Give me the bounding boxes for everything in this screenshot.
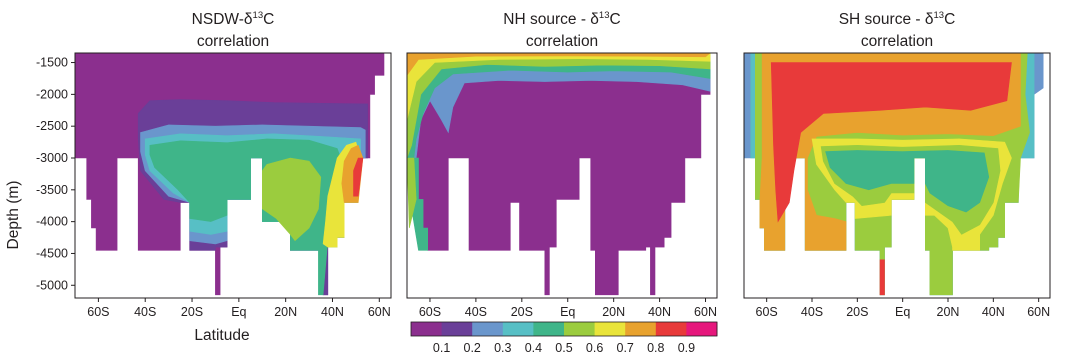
contour-region-0.6 [407, 53, 711, 159]
contour-region-0.3 [407, 53, 711, 159]
x-tick-label: 60N [1027, 305, 1050, 319]
x-tick-label: 40N [648, 305, 671, 319]
colorbar-swatch [594, 322, 626, 336]
x-tick-label: 60S [419, 305, 441, 319]
contour-region-0.6 [407, 157, 417, 229]
panel-title-line2: correlation [526, 33, 598, 50]
colorbar-tick-label: 0.8 [647, 341, 664, 355]
colorbar-swatch [625, 322, 657, 336]
x-tick-label: 60N [694, 305, 717, 319]
panel-title-line2: correlation [861, 33, 933, 50]
y-tick-label: -4000 [36, 215, 68, 229]
panel-frame [74, 52, 392, 299]
colorbar-tick-label: 0.7 [617, 341, 634, 355]
colorbar-frame [410, 321, 718, 337]
contour-region-0.9 [770, 62, 1012, 223]
y-tick-label: -2000 [36, 87, 68, 101]
y-axis-label: Depth (m) [5, 181, 22, 250]
panel-title-end: C [610, 11, 621, 28]
panel-title-end: C [263, 11, 274, 28]
x-tick-label: 20N [937, 305, 960, 319]
colorbar: 0.1 0.2 0.3 0.4 0.5 0.6 0.7 0.8 0.9 [410, 321, 718, 355]
y-tick-label: -2500 [36, 119, 68, 133]
colorbar-swatch [655, 322, 687, 336]
panel-frame [743, 52, 1051, 299]
x-tick-label: 40S [134, 305, 156, 319]
contour-region-0.9 [353, 157, 364, 197]
x-tick-label: Eq [231, 305, 246, 319]
x-tick-label: 60N [368, 305, 391, 319]
colorbar-tick-label: 0.4 [525, 341, 542, 355]
panel-title-text: SH source - δ [839, 11, 934, 28]
contour-region-0.1 [407, 53, 711, 296]
colorbar-swatch [411, 322, 443, 336]
colorbar-tick-label: 0.9 [678, 341, 695, 355]
colorbar-tick-label: 0.3 [494, 341, 511, 355]
x-axis-label: Latitude [194, 327, 249, 344]
colorbar-tick-label: 0.5 [555, 341, 572, 355]
y-tick-label: -3500 [36, 183, 68, 197]
panel-title: SH source - δ13C [839, 10, 956, 28]
colorbar-tick-label: 0.1 [433, 341, 450, 355]
x-tick-label: 20S [181, 305, 203, 319]
colorbar-swatch [441, 322, 473, 336]
contour-region-0.6 [261, 157, 322, 242]
colorbar-swatch [686, 322, 718, 336]
contour-region-0.7 [407, 53, 711, 120]
y-tick-label: -3000 [36, 151, 68, 165]
x-tick-label: 20S [511, 305, 533, 319]
panel-title: NH source - δ13C [503, 10, 620, 28]
panel-title-superscript: 13 [933, 10, 944, 21]
panel-title-superscript: 13 [253, 10, 264, 21]
colorbar-swatch [564, 322, 596, 336]
y-tick-label: -1500 [36, 56, 68, 70]
contour-region-0.8 [407, 53, 711, 76]
x-tick-label: Eq [895, 305, 910, 319]
x-tick-label: 40N [321, 305, 344, 319]
colorbar-swatch [502, 322, 534, 336]
x-tick-label: 40S [801, 305, 823, 319]
x-tick-label: 40N [982, 305, 1005, 319]
panel-title-end: C [944, 11, 955, 28]
x-tick-label: 20S [846, 305, 868, 319]
x-tick-label: 60S [87, 305, 109, 319]
x-tick-label: 40S [465, 305, 487, 319]
colorbar-tick-label: 0.6 [586, 341, 603, 355]
colorbar-tick-label: 0.2 [464, 341, 481, 355]
x-tick-label: 20N [274, 305, 297, 319]
panel-frame [406, 52, 718, 299]
y-tick-label: -4500 [36, 246, 68, 260]
panel-title-superscript: 13 [599, 10, 610, 21]
x-tick-label: 60S [756, 305, 778, 319]
panel-title-text: NH source - δ [503, 11, 599, 28]
contour-region-0.9 [879, 259, 885, 296]
y-tick-label: -5000 [36, 278, 68, 292]
panel-title: NSDW-δ13C [192, 10, 275, 28]
panel-title-line2: correlation [197, 33, 269, 50]
colorbar-swatch [472, 322, 504, 336]
x-tick-label: Eq [560, 305, 575, 319]
contour-region-0.5 [825, 150, 990, 213]
x-tick-label: 20N [602, 305, 625, 319]
panel-title-text: NSDW-δ [192, 11, 253, 28]
colorbar-swatch [533, 322, 565, 336]
